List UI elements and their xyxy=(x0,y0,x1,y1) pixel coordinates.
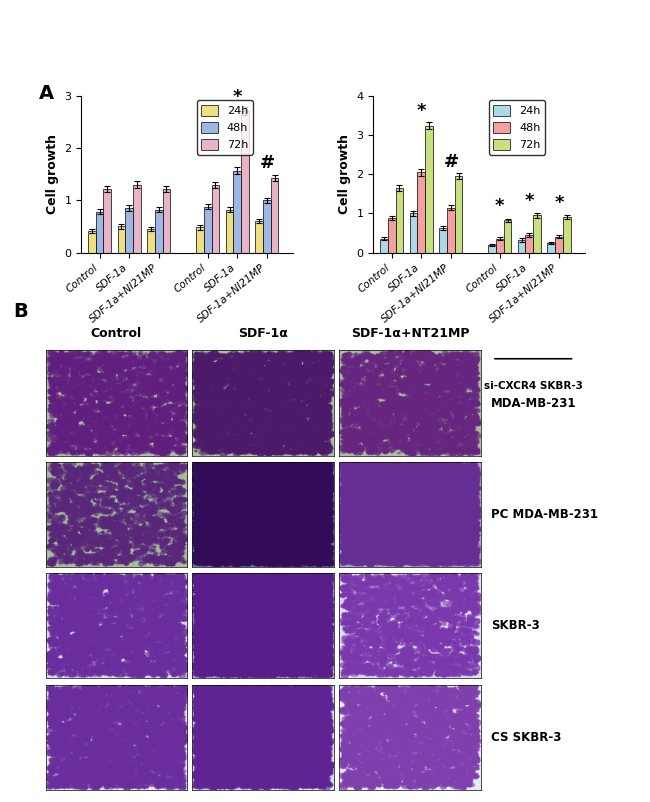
Bar xyxy=(133,184,141,253)
Bar xyxy=(226,210,233,253)
Bar xyxy=(255,221,263,253)
Text: MDA-MB-231: MDA-MB-231 xyxy=(95,381,171,391)
Bar xyxy=(525,235,533,253)
Bar xyxy=(162,189,170,253)
Text: pCDNA-CXCR4
MDA-MB-231: pCDNA-CXCR4 MDA-MB-231 xyxy=(200,381,283,403)
Bar xyxy=(496,239,504,253)
Text: *: * xyxy=(233,87,242,106)
Bar xyxy=(455,176,462,253)
Text: Control: Control xyxy=(91,327,142,340)
Text: SKBR-3: SKBR-3 xyxy=(404,381,447,391)
Bar xyxy=(410,213,417,253)
Bar xyxy=(204,207,211,253)
Bar xyxy=(155,210,162,253)
Bar xyxy=(439,229,447,253)
Text: SDF-1α: SDF-1α xyxy=(239,327,288,340)
Bar xyxy=(147,229,155,253)
Bar xyxy=(196,228,204,253)
Y-axis label: Cell growth: Cell growth xyxy=(46,135,59,214)
Text: si-CXCR4 SKBR-3: si-CXCR4 SKBR-3 xyxy=(484,381,582,391)
Text: SKBR-3: SKBR-3 xyxy=(491,619,540,633)
Bar xyxy=(417,172,425,253)
Legend: 24h, 48h, 72h: 24h, 48h, 72h xyxy=(197,100,253,155)
Bar xyxy=(241,111,249,253)
Text: #: # xyxy=(259,154,274,172)
Bar xyxy=(488,245,496,253)
Bar xyxy=(533,216,541,253)
Bar xyxy=(125,209,133,253)
Text: PC MDA-MB-231: PC MDA-MB-231 xyxy=(491,508,598,521)
Text: SDF-1α+NT21MP: SDF-1α+NT21MP xyxy=(351,327,469,340)
Bar xyxy=(263,200,270,253)
Y-axis label: Cell growth: Cell growth xyxy=(338,135,351,214)
Bar xyxy=(233,171,241,253)
Text: B: B xyxy=(13,302,28,321)
Bar xyxy=(563,217,571,253)
Bar xyxy=(380,239,388,253)
Bar xyxy=(88,231,96,253)
Text: MDA-MB-231: MDA-MB-231 xyxy=(491,396,577,410)
Text: *: * xyxy=(554,194,564,213)
Legend: 24h, 48h, 72h: 24h, 48h, 72h xyxy=(489,100,545,155)
Bar xyxy=(103,189,111,253)
Bar xyxy=(388,218,396,253)
Text: CS SKBR-3: CS SKBR-3 xyxy=(491,731,561,744)
Text: #: # xyxy=(443,153,458,172)
Text: *: * xyxy=(417,103,426,120)
Bar xyxy=(504,221,512,253)
Bar xyxy=(270,178,278,253)
Text: *: * xyxy=(525,192,534,210)
Bar xyxy=(425,126,433,253)
Bar xyxy=(396,188,403,253)
Text: *: * xyxy=(495,197,504,216)
Bar xyxy=(211,184,219,253)
Bar xyxy=(518,240,525,253)
Bar xyxy=(118,226,125,253)
Bar xyxy=(547,243,555,253)
Bar xyxy=(96,212,103,253)
Text: A: A xyxy=(39,83,54,103)
Bar xyxy=(447,208,455,253)
Bar xyxy=(555,237,563,253)
